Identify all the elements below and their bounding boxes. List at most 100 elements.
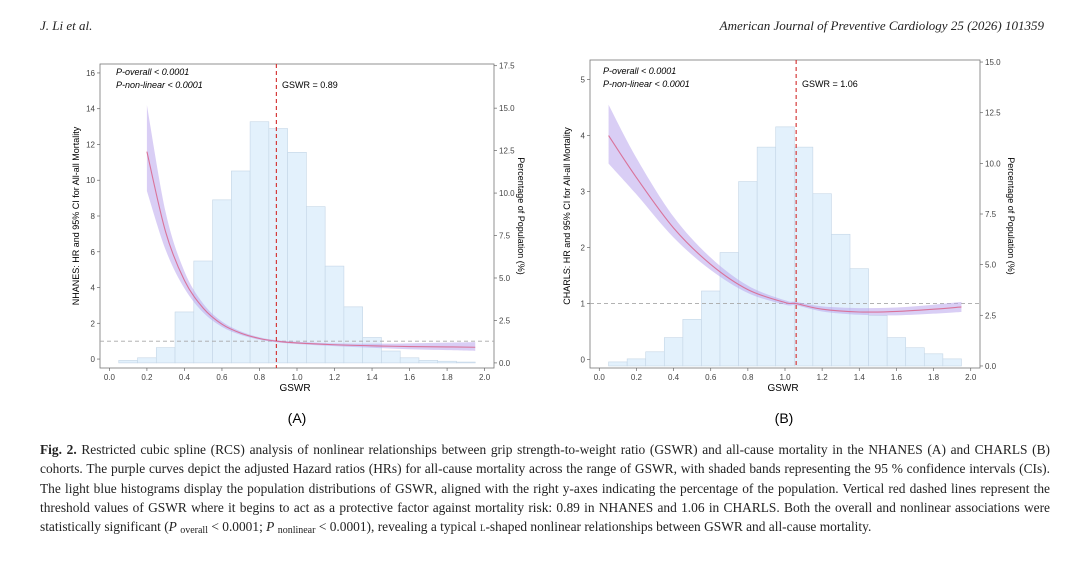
y-axis-title-right: Percentage of Population (%) (1006, 157, 1016, 275)
histogram (608, 126, 962, 367)
caption-p-symbol: P (168, 519, 177, 535)
y-tick-label: 16 (86, 69, 95, 78)
running-header-authors: J. Li et al. (40, 18, 93, 33)
caption-text: < 0.0001; (211, 519, 267, 535)
p-overall-label: P-overall < 0.0001 (603, 66, 676, 76)
y-tick-label: 0 (91, 355, 96, 364)
histogram-bar (905, 347, 925, 367)
x-tick-label: 0.6 (216, 373, 228, 382)
y-tick-label: 0 (581, 356, 586, 365)
x-tick-label: 2.0 (965, 373, 977, 382)
x-tick-label: 2.0 (479, 373, 491, 382)
x-tick-label: 0.2 (631, 373, 643, 382)
y2-tick-label: 5.0 (499, 274, 511, 283)
y2-tick-label: 7.5 (985, 210, 997, 219)
histogram-bar (738, 181, 758, 367)
figure-2: 0.0 0.2 0.4 0.6 0.8 1.0 1.2 1.4 1.6 1.8 2.00246810… (71, 58, 1016, 426)
caption-subscript: overall (180, 525, 208, 537)
axis-ticks: 0.0 0.2 0.4 0.6 0.8 1.0 1.2 1.4 1.6 1.8 2.0 0 1 2 3 4 5 0… (581, 58, 1002, 382)
p-nonlinear-label: P-non-linear < 0.0001 (603, 79, 690, 89)
histogram-bar (362, 337, 382, 364)
x-tick-label: 1.6 (404, 373, 416, 382)
y-tick-label: 12 (86, 140, 95, 149)
y-axis-title-left: NHANES: HR and 95% CI for All-all Mortal… (71, 126, 81, 305)
histogram-bar (249, 121, 270, 364)
histogram-bar (645, 351, 665, 367)
figure-caption: Fig. 2. Restricted cubic spline (RCS) an… (40, 440, 1050, 540)
y-axis-title-right: Percentage of Population (%) (516, 157, 526, 275)
x-axis-title: GSWR (279, 383, 310, 394)
panel-a-nhanes: 0.0 0.2 0.4 0.6 0.8 1.0 1.2 1.4 1.6 1.8 2.0 0 2 4 6 8 10… (71, 62, 526, 426)
histogram-bar (155, 347, 176, 364)
x-tick-label: 1.0 (779, 373, 791, 382)
x-tick-label: 0.4 (668, 373, 680, 382)
threshold-label: GSWR = 0.89 (282, 80, 338, 90)
histogram-bar (812, 193, 832, 367)
y2-tick-label: 10.0 (985, 159, 1001, 168)
histogram-bar (942, 358, 962, 367)
y-tick-label: 1 (581, 300, 586, 309)
y2-tick-label: 2.5 (499, 316, 511, 325)
y-tick-label: 4 (91, 284, 96, 293)
x-tick-label: 0.4 (179, 373, 191, 382)
y-tick-label: 10 (86, 176, 95, 185)
hr-line (608, 135, 962, 313)
histogram-bar (137, 357, 157, 364)
y-tick-label: 5 (581, 76, 586, 85)
histogram (118, 121, 476, 364)
hr-line (146, 151, 476, 348)
y2-tick-label: 15.0 (499, 104, 515, 113)
caption-l-shape: l (479, 519, 486, 535)
histogram-bar (212, 199, 232, 364)
x-tick-label: 1.2 (329, 373, 341, 382)
x-axis-title: GSWR (767, 383, 798, 394)
threshold-label: GSWR = 1.06 (802, 79, 858, 89)
hr-curve (146, 151, 476, 348)
caption-text: < 0.0001), revealing a typical (318, 519, 480, 535)
y2-tick-label: 0.0 (985, 362, 997, 371)
histogram-bar (775, 126, 795, 367)
y-tick-label: 6 (91, 248, 96, 257)
y2-tick-label: 17.5 (499, 62, 515, 71)
histogram-bar (456, 361, 476, 364)
histogram-bar (608, 361, 628, 367)
x-tick-label: 1.6 (891, 373, 903, 382)
panel-label: (B) (775, 410, 794, 426)
y2-tick-label: 10.0 (499, 189, 515, 198)
histogram-bar (268, 128, 288, 364)
histogram-bar (306, 206, 326, 364)
y2-tick-label: 5.0 (985, 261, 997, 270)
x-tick-label: 0.8 (254, 373, 266, 382)
x-tick-label: 1.4 (854, 373, 866, 382)
histogram-bar (174, 311, 195, 364)
p-overall-label: P-overall < 0.0001 (116, 67, 189, 77)
y-tick-label: 2 (581, 244, 586, 253)
histogram-bar (793, 146, 814, 367)
running-header-journal: American Journal of Preventive Cardiolog… (719, 18, 1044, 33)
panel-label: (A) (288, 410, 307, 426)
histogram-bar (343, 306, 363, 364)
p-nonlinear-label: P-non-linear < 0.0001 (116, 80, 203, 90)
hr-curve (608, 135, 962, 313)
y2-tick-label: 2.5 (985, 311, 997, 320)
x-tick-label: 0.2 (141, 373, 153, 382)
histogram-bar (437, 360, 457, 364)
histogram-bar (923, 353, 944, 367)
histogram-bar (756, 146, 777, 367)
histogram-bar (381, 350, 401, 364)
y-axis-title-left: CHARLS: HR and 95% CI for All-all Mortal… (562, 127, 572, 305)
y-tick-label: 2 (91, 319, 96, 328)
y2-tick-label: 12.5 (985, 109, 1001, 118)
histogram-bar (849, 268, 869, 367)
y2-tick-label: 15.0 (985, 58, 1001, 67)
y2-tick-label: 12.5 (499, 147, 515, 156)
x-tick-label: 1.4 (366, 373, 378, 382)
histogram-bar (399, 357, 420, 364)
histogram-bar (886, 337, 907, 367)
x-tick-label: 0.6 (705, 373, 717, 382)
caption-subscript: nonlinear (277, 525, 316, 537)
y-tick-label: 4 (581, 132, 586, 141)
caption-p-symbol: P (266, 519, 275, 535)
y-tick-label: 3 (581, 188, 586, 197)
histogram-bar (831, 233, 851, 367)
